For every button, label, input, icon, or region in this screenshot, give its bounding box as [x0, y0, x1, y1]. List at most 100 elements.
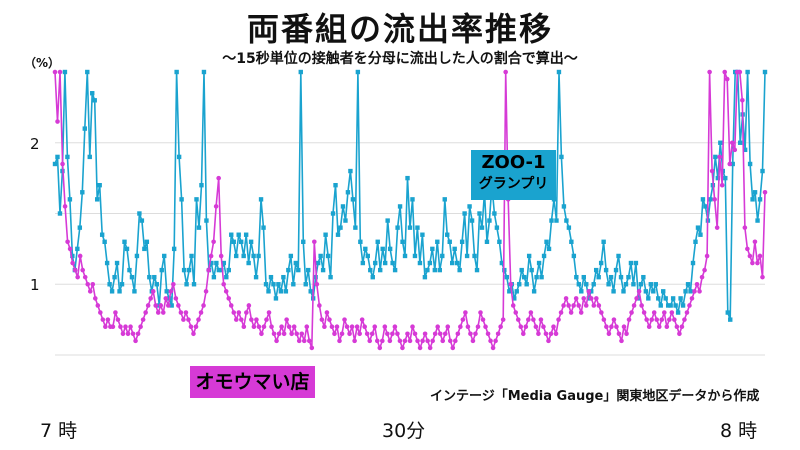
- data-point-s1-126: [369, 331, 375, 337]
- data-point-s0-242: [653, 282, 658, 287]
- data-point-s1-21: [105, 317, 111, 322]
- data-point-s0-80: [251, 253, 256, 259]
- data-point-s1-152: [435, 324, 440, 330]
- data-point-s1-219: [604, 324, 609, 330]
- data-point-s0-23: [109, 289, 115, 294]
- series-label-omoumai: オモウマい店: [190, 366, 315, 398]
- data-point-s1-93: [286, 324, 292, 330]
- data-point-s1-29: [125, 331, 131, 337]
- data-point-s1-181: [508, 281, 514, 287]
- data-point-s0-134: [385, 218, 390, 223]
- data-point-s1-207: [573, 296, 579, 301]
- data-point-s0-232: [628, 260, 634, 266]
- data-point-s1-56: [193, 324, 199, 330]
- data-point-s0-141: [402, 253, 408, 259]
- data-point-s0-281: [750, 197, 755, 202]
- data-point-s0-78: [246, 260, 251, 266]
- data-point-s1-11: [80, 267, 85, 273]
- data-point-s1-176: [495, 331, 501, 337]
- data-point-s0-271: [725, 310, 730, 315]
- data-point-s1-125: [367, 338, 373, 344]
- data-point-s1-72: [233, 317, 239, 322]
- data-point-s1-23: [110, 324, 116, 330]
- data-point-s0-113: [333, 183, 338, 188]
- data-point-s1-1: [55, 119, 60, 124]
- data-point-s0-188: [519, 267, 524, 273]
- data-point-s1-13: [85, 281, 91, 287]
- data-point-s1-135: [392, 324, 398, 330]
- data-point-s0-12: [82, 126, 87, 131]
- data-point-s1-209: [578, 310, 584, 315]
- data-point-s1-246: [672, 317, 677, 322]
- data-point-s1-71: [231, 310, 237, 315]
- data-point-s1-227: [624, 331, 629, 337]
- data-point-s0-225: [611, 289, 616, 294]
- data-point-s1-42: [158, 303, 164, 308]
- data-point-s0-268: [718, 140, 723, 145]
- data-point-s0-243: [656, 296, 661, 301]
- data-point-s0-54: [186, 267, 192, 273]
- data-point-s0-73: [234, 253, 239, 259]
- data-point-s1-59: [201, 303, 206, 308]
- data-point-s1-177: [498, 324, 503, 330]
- data-point-s1-158: [450, 345, 456, 351]
- data-point-s1-86: [269, 324, 274, 330]
- data-point-s0-170: [474, 267, 480, 273]
- data-point-s0-20: [102, 239, 107, 244]
- data-point-s1-25: [115, 317, 121, 322]
- data-point-s0-254: [683, 289, 688, 294]
- data-point-s1-252: [687, 303, 692, 308]
- data-point-s1-139: [402, 338, 408, 344]
- data-point-s1-147: [422, 331, 428, 337]
- data-point-s0-169: [472, 253, 477, 259]
- data-point-s0-65: [214, 260, 219, 266]
- data-point-s0-152: [430, 246, 435, 252]
- data-point-s0-236: [638, 282, 644, 287]
- data-point-s0-37: [144, 239, 150, 244]
- data-point-s0-148: [420, 232, 425, 237]
- data-point-s1-223: [614, 324, 619, 330]
- data-point-s0-36: [142, 246, 147, 252]
- data-point-s1-260: [707, 69, 712, 75]
- data-point-s0-156: [440, 253, 445, 259]
- data-point-s1-281: [760, 274, 765, 280]
- data-point-s1-82: [259, 331, 264, 337]
- data-point-s1-3: [60, 161, 65, 167]
- data-point-s0-240: [648, 282, 654, 287]
- data-point-s1-168: [475, 324, 481, 330]
- data-point-s1-76: [244, 310, 249, 315]
- data-point-s0-231: [626, 274, 631, 280]
- data-point-s0-83: [258, 197, 264, 202]
- data-point-s0-45: [164, 289, 169, 294]
- data-point-s0-202: [554, 218, 559, 223]
- data-point-s0-125: [363, 246, 368, 252]
- data-point-s1-202: [561, 303, 566, 308]
- data-point-s0-86: [266, 289, 271, 294]
- series-label-zoo1-line2: グランプリ: [478, 176, 549, 192]
- data-point-s0-28: [122, 239, 127, 244]
- data-point-s1-214: [591, 303, 597, 308]
- data-point-s1-52: [183, 310, 189, 315]
- data-point-s1-128: [374, 338, 380, 344]
- data-point-s0-32: [132, 289, 137, 294]
- data-point-s0-262: [703, 204, 708, 209]
- data-point-s0-53: [184, 282, 189, 287]
- data-point-s1-68: [223, 289, 229, 294]
- data-point-s0-245: [661, 289, 666, 294]
- data-point-s1-174: [490, 345, 496, 351]
- data-point-s1-199: [553, 331, 559, 337]
- data-point-s0-79: [248, 239, 254, 244]
- data-point-s1-233: [639, 303, 644, 308]
- data-point-s1-92: [284, 317, 289, 322]
- data-point-s0-142: [405, 175, 410, 181]
- data-point-s0-241: [651, 289, 656, 294]
- data-point-s1-198: [551, 324, 556, 330]
- data-point-s0-193: [531, 289, 537, 294]
- data-point-s0-255: [685, 282, 691, 287]
- data-point-s1-132: [385, 331, 390, 337]
- data-point-s0-97: [293, 260, 299, 266]
- data-point-s0-91: [278, 289, 284, 294]
- data-point-s1-155: [442, 331, 448, 337]
- data-point-s0-57: [194, 197, 199, 202]
